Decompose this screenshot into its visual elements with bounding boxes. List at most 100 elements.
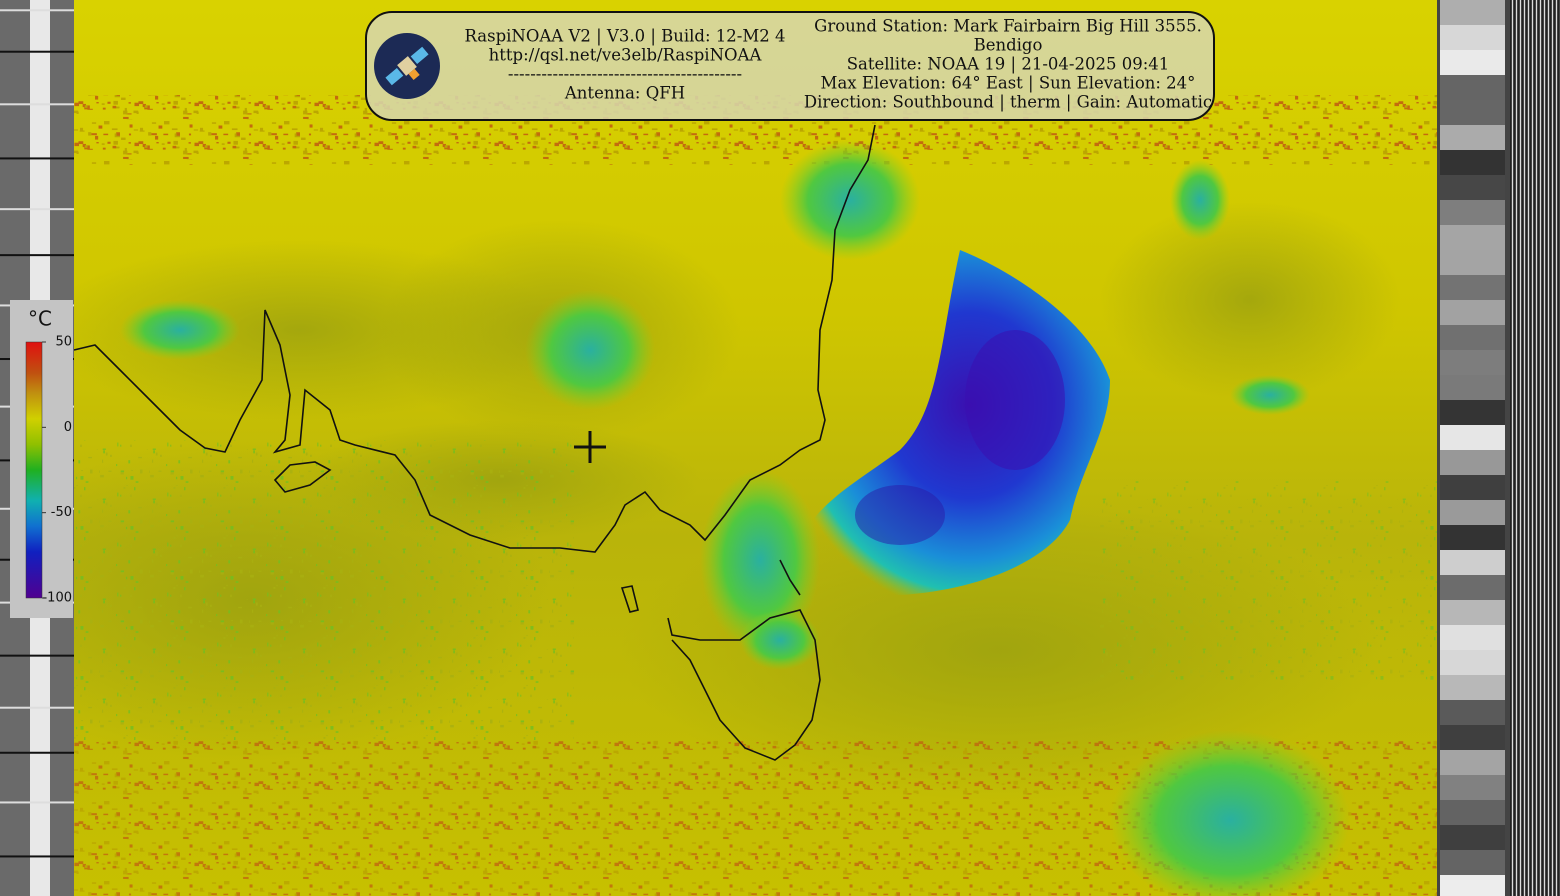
sync-line (0, 208, 74, 211)
cloud (120, 300, 240, 360)
sync-stripe (1510, 0, 1511, 896)
header-line: Bendigo (974, 36, 1043, 55)
sync-stripe (1518, 0, 1519, 896)
telemetry-block (1440, 550, 1505, 575)
sync-stripe (1530, 0, 1531, 896)
cloud (700, 470, 820, 650)
sync-stripe (1520, 0, 1521, 896)
telemetry-block (1440, 400, 1505, 425)
legend-tick-label: 0 (64, 420, 72, 435)
telemetry-block (1440, 350, 1505, 375)
sync-stripe (1532, 0, 1533, 896)
cloud (1110, 730, 1350, 896)
sync-line (0, 855, 74, 858)
sync-stripe (1546, 0, 1547, 896)
header-line: Max Elevation: 64° East | Sun Elevation:… (821, 74, 1196, 93)
logo-satellite (385, 46, 429, 86)
ground-station-marker (574, 431, 606, 463)
legend-tick-label: 50 (55, 335, 72, 350)
sync-line (0, 103, 74, 106)
legend-unit: °C (28, 307, 52, 331)
island-outline (273, 461, 332, 493)
tasmania-outline (667, 609, 821, 761)
island-outline (620, 585, 639, 613)
telemetry-block (1440, 575, 1505, 600)
telemetry-block (1440, 775, 1505, 800)
telemetry-block (1440, 700, 1505, 725)
legend-tick-label: -100 (42, 591, 72, 606)
telemetry-block (1440, 250, 1505, 275)
sync-stripe (1548, 0, 1549, 896)
sync-line (0, 654, 74, 657)
cloud (780, 140, 920, 260)
telemetry-block (1440, 850, 1505, 875)
sync-stripe (1544, 0, 1545, 896)
telemetry-block (1440, 500, 1505, 525)
speckled-area (74, 440, 574, 740)
telemetry-block (1440, 625, 1505, 650)
sync-line (0, 254, 74, 257)
telemetry-block (1440, 825, 1505, 850)
telemetry-block (1440, 375, 1505, 400)
telemetry-block (1440, 475, 1505, 500)
header-line: http://qsl.net/ve3elb/RaspiNOAA (489, 46, 763, 65)
telemetry-block (1440, 125, 1505, 150)
coastline (779, 559, 801, 596)
telemetry-block (1440, 600, 1505, 625)
sync-stripe (1528, 0, 1529, 896)
sync-line (0, 751, 74, 754)
header-line: Direction: Southbound | therm | Gain: Au… (804, 93, 1212, 112)
cloud (1170, 160, 1230, 240)
header-line: ----------------------------------------… (508, 65, 742, 84)
telemetry-block (1440, 25, 1505, 50)
header-line: RaspiNOAA V2 | V3.0 | Build: 12-M2 4 (464, 27, 785, 46)
storm-core (855, 485, 945, 545)
telemetry-block (1440, 175, 1505, 200)
sync-stripe (1538, 0, 1539, 896)
cloud (740, 610, 820, 670)
header-line: Ground Station: Mark Fairbairn Big Hill … (814, 17, 1202, 36)
sync-line (0, 706, 74, 709)
sync-stripe (1522, 0, 1523, 896)
telemetry-block (1440, 225, 1505, 250)
telemetry-block (1440, 525, 1505, 550)
sync-stripe (1514, 0, 1515, 896)
sync-stripe (1536, 0, 1537, 896)
telemetry-block (1440, 450, 1505, 475)
telemetry-block (1440, 325, 1505, 350)
temperature-legend: °C 50 0 -50 -100 (10, 300, 73, 618)
sync-stripe (1552, 0, 1553, 896)
telemetry-block (1440, 300, 1505, 325)
telemetry-block (1440, 800, 1505, 825)
telemetry-block (1440, 875, 1505, 896)
sync-stripe (1534, 0, 1535, 896)
sync-stripe (1542, 0, 1543, 896)
telemetry-block (1440, 675, 1505, 700)
sync-line (0, 9, 74, 12)
sync-stripe (1524, 0, 1525, 896)
cloud (1230, 375, 1310, 415)
telemetry-block (1440, 150, 1505, 175)
sync-stripe (1554, 0, 1555, 896)
storm-core (965, 330, 1065, 470)
telemetry-block (1440, 275, 1505, 300)
telemetry-block (1440, 0, 1505, 25)
sync-line (0, 50, 74, 53)
header-line: Satellite: NOAA 19 | 21-04-2025 09:41 (847, 55, 1170, 74)
telemetry-block (1440, 100, 1505, 125)
sync-stripe (1512, 0, 1513, 896)
color-scale (25, 341, 43, 599)
header-box (365, 11, 1215, 121)
sync-stripe (1540, 0, 1541, 896)
telemetry-block (1440, 75, 1505, 100)
telemetry-block (1440, 725, 1505, 750)
telemetry-block (1440, 750, 1505, 775)
telemetry-block (1440, 50, 1505, 75)
sync-stripe (1550, 0, 1551, 896)
telemetry-block (1440, 650, 1505, 675)
header-panel: RaspiNOAA V2 | V3.0 | Build: 12-M2 4http… (365, 11, 1215, 121)
